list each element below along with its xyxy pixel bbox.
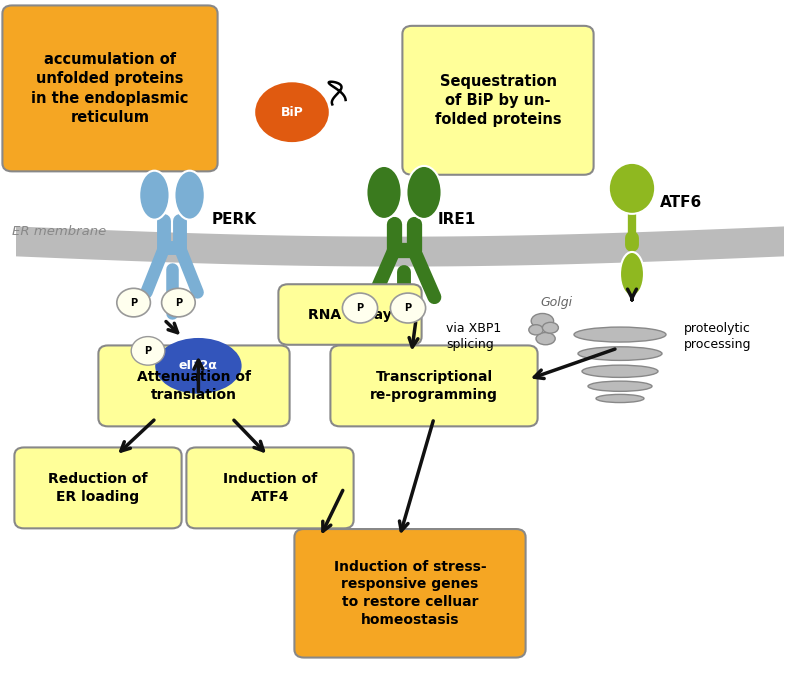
Ellipse shape [139,171,170,220]
Text: Induction of stress-
responsive genes
to restore celluar
homeostasis: Induction of stress- responsive genes to… [334,560,486,627]
Text: eIF2α: eIF2α [179,359,218,373]
Ellipse shape [255,82,329,142]
Ellipse shape [366,166,402,219]
Ellipse shape [588,381,652,392]
Text: P: P [405,303,411,313]
Circle shape [117,288,150,317]
Text: PERK: PERK [212,212,257,227]
Ellipse shape [531,313,554,328]
Ellipse shape [596,394,644,403]
Text: BiP: BiP [281,105,303,119]
FancyBboxPatch shape [294,529,526,658]
Text: P: P [357,303,363,313]
Text: Golgi: Golgi [540,296,572,309]
FancyBboxPatch shape [278,284,422,345]
Text: RNA decay: RNA decay [308,307,392,322]
Ellipse shape [582,365,658,377]
Text: Reduction of
ER loading: Reduction of ER loading [48,472,148,504]
FancyBboxPatch shape [14,447,182,528]
Text: ER membrane: ER membrane [12,224,106,238]
Ellipse shape [536,333,555,345]
Ellipse shape [174,171,205,220]
Circle shape [131,337,165,365]
Text: Attenuation of
translation: Attenuation of translation [137,370,251,402]
Ellipse shape [529,325,543,335]
FancyBboxPatch shape [98,345,290,426]
FancyBboxPatch shape [330,345,538,426]
Text: P: P [130,298,137,307]
Ellipse shape [406,166,442,219]
Ellipse shape [542,322,558,333]
Ellipse shape [609,163,655,214]
Text: IRE1: IRE1 [438,212,476,227]
Circle shape [390,293,426,323]
Text: Induction of
ATF4: Induction of ATF4 [223,472,317,504]
Circle shape [162,288,195,317]
Text: via XBP1
splicing: via XBP1 splicing [446,322,502,351]
Circle shape [342,293,378,323]
Ellipse shape [574,327,666,342]
Text: P: P [175,298,182,307]
Text: P: P [145,346,151,356]
Text: proteolytic
processing: proteolytic processing [684,322,751,351]
Text: Transcriptional
re-programming: Transcriptional re-programming [370,370,498,402]
FancyBboxPatch shape [2,5,218,171]
Ellipse shape [620,252,644,296]
Ellipse shape [578,347,662,360]
FancyBboxPatch shape [402,26,594,175]
FancyBboxPatch shape [186,447,354,528]
Text: Sequestration
of BiP by un-
folded proteins: Sequestration of BiP by un- folded prote… [434,73,562,127]
Text: accumulation of
unfolded proteins
in the endoplasmic
reticulum: accumulation of unfolded proteins in the… [31,52,189,124]
Text: ATF6: ATF6 [660,195,702,210]
Ellipse shape [155,338,242,394]
